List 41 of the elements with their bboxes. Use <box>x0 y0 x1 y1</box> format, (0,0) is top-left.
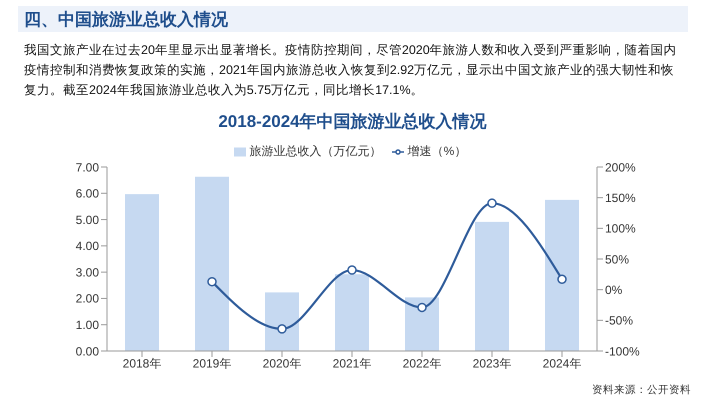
y2-tick-label: 150% <box>605 190 636 205</box>
bar <box>335 274 369 351</box>
bar <box>195 176 229 351</box>
point <box>277 324 287 334</box>
x-tick-label: 2023年 <box>472 356 512 371</box>
point <box>347 265 357 275</box>
bar <box>125 194 159 351</box>
text: 四、中国旅游业总收入情况 <box>24 9 228 31</box>
y2-tick-label: 0% <box>605 282 623 297</box>
x-tick-label: 2018年 <box>122 356 162 371</box>
bar <box>475 222 509 351</box>
text: 我国文旅产业在过去20年里显示出显著增长。疫情防控期间，尽管2020年旅游人数和收入受到严重影响，随着国内疫情控制和消费恢复政策的实施，2021年国内旅游总收入恢复到2.92万亿元，显示出中国文旅产业的强大韧性和恢复力。截至2024年我国旅游业总收入为5.75万亿元，同比增长17.1%。 <box>24 42 678 99</box>
text: 资料来源：公开资料 <box>592 383 691 397</box>
y-tick-label: 3.00 <box>76 265 100 280</box>
bar <box>265 292 299 351</box>
point <box>487 198 497 208</box>
chart-title: 2018-2024年中国旅游业总收入情况 <box>217 111 488 133</box>
y2-tick-label: 50% <box>605 252 630 266</box>
x-tick-label: 2022年 <box>402 356 442 371</box>
y-tick-label: 2.00 <box>76 292 100 306</box>
y-tick-label: 5.00 <box>76 212 100 227</box>
y-tick-label: 0.00 <box>76 344 100 358</box>
x-tick-label: 2020年 <box>262 356 302 371</box>
y2-tick-label: -100% <box>605 344 640 358</box>
x-tick-label: 2024年 <box>542 356 582 371</box>
y2-tick-label: -50% <box>605 314 634 328</box>
y-tick-label: 6.00 <box>76 186 100 201</box>
y-tick-label: 1.00 <box>76 318 100 332</box>
legend-label: 增速（%） <box>408 144 466 158</box>
bar <box>545 200 579 351</box>
y-tick-label: 7.00 <box>76 160 100 174</box>
y2-tick-label: 100% <box>605 222 636 236</box>
y-tick-label: 4.00 <box>76 239 100 254</box>
y2-tick-label: 200% <box>605 160 636 174</box>
point <box>557 274 567 284</box>
point <box>207 276 217 286</box>
legend-label: 旅游业总收入（万亿元） <box>250 144 382 158</box>
x-tick-label: 2019年 <box>192 356 232 371</box>
point <box>417 302 427 312</box>
x-tick-label: 2021年 <box>332 356 372 371</box>
bar <box>405 297 439 351</box>
